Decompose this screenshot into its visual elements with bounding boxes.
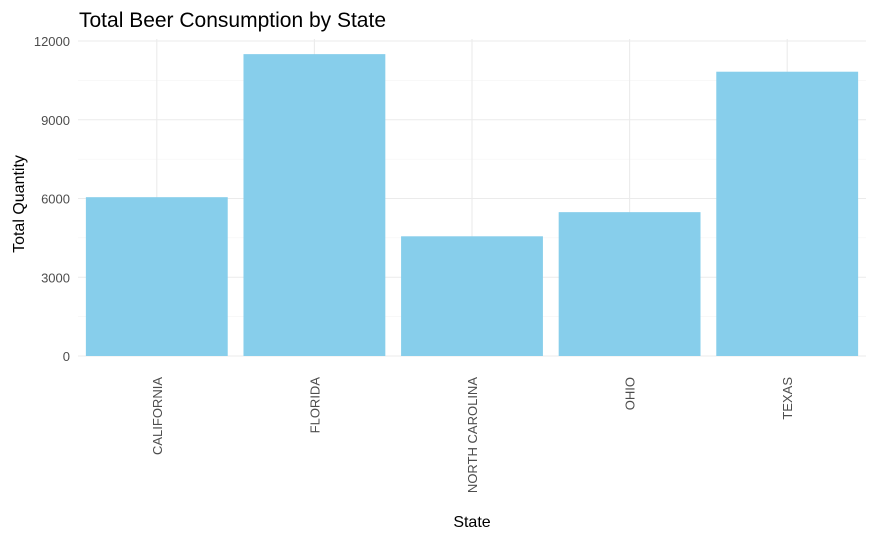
bar-texas [716, 71, 859, 357]
x-tick-label: OHIO [623, 377, 638, 410]
bar-north-carolina [401, 236, 543, 356]
bars [85, 54, 859, 357]
chart-title: Total Beer Consumption by State [79, 9, 386, 32]
y-tick-label: 12000 [34, 34, 70, 49]
y-tick-label: 6000 [41, 192, 70, 207]
x-tick-label: CALIFORNIA [150, 377, 165, 455]
bar-ohio [558, 212, 701, 356]
bar-california [85, 197, 228, 356]
y-tick-label: 0 [63, 349, 70, 364]
x-axis-title: State [453, 514, 490, 531]
y-tick-label: 3000 [41, 270, 70, 285]
x-tick-label: TEXAS [780, 377, 795, 420]
x-axis-tick-labels: CALIFORNIA FLORIDA NORTH CAROLINA OHIO TEXAS [150, 377, 795, 493]
y-axis-title: Total Quantity [11, 155, 28, 253]
x-tick-label: NORTH CAROLINA [465, 377, 480, 493]
x-tick-label: FLORIDA [307, 377, 322, 434]
y-axis-tick-labels: 0 3000 6000 9000 12000 [34, 34, 70, 364]
y-tick-label: 9000 [41, 113, 70, 128]
bar-florida [243, 54, 386, 356]
